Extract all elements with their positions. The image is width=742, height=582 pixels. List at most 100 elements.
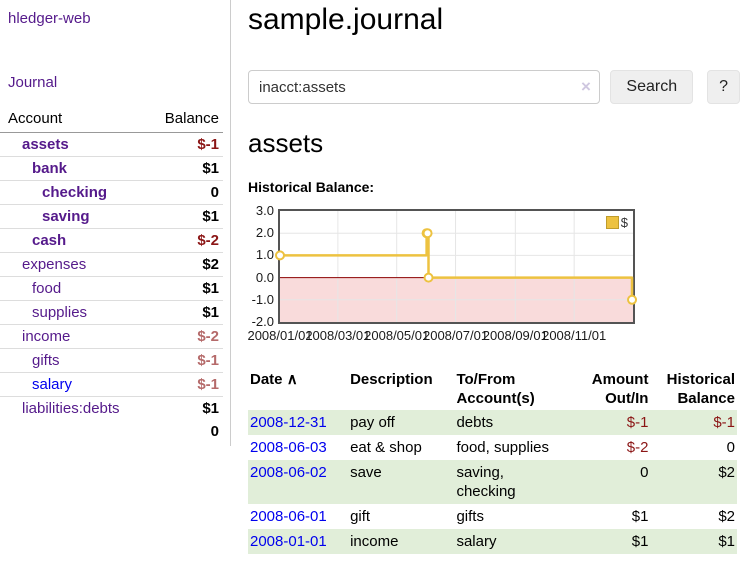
- clear-search-icon[interactable]: ×: [581, 77, 591, 96]
- sidebar-account-link[interactable]: income: [22, 328, 71, 345]
- register-header-accounts: To/From Account(s): [456, 371, 535, 407]
- help-button[interactable]: ?: [707, 70, 740, 104]
- register-header-amount: Amount Out/In: [591, 371, 649, 407]
- account-balance: $-2: [149, 228, 223, 253]
- accounts-header-balance: Balance: [149, 106, 223, 133]
- transaction-amount: 0: [640, 464, 649, 481]
- transaction-date-link[interactable]: 2008-01-01: [250, 533, 327, 550]
- transaction-description: income: [350, 533, 399, 550]
- sidebar-account-link[interactable]: gifts: [32, 352, 60, 369]
- account-balance: $2: [149, 252, 223, 277]
- sidebar-account-link[interactable]: cash: [32, 232, 67, 249]
- account-row: food $1: [0, 276, 223, 301]
- chart-plot-area: $: [275, 209, 638, 324]
- account-row: income $-2: [0, 324, 223, 349]
- account-balance: $-1: [149, 372, 223, 397]
- transaction-balance: $-1: [713, 414, 735, 431]
- account-row: bank $1: [0, 156, 223, 181]
- register-header-description: Description: [350, 371, 433, 388]
- account-page-title: assets: [248, 128, 324, 158]
- sidebar-account-link[interactable]: saving: [42, 208, 90, 225]
- sidebar-account-link[interactable]: salary: [32, 376, 73, 393]
- y-axis-tick-label: -1.0: [251, 291, 274, 307]
- chart-legend: $: [604, 215, 629, 230]
- y-axis-tick-label: 0.0: [255, 269, 274, 285]
- account-row: cash $-2: [0, 228, 223, 253]
- account-balance: $-1: [149, 348, 223, 373]
- transaction-date-link[interactable]: 2008-06-03: [250, 439, 327, 456]
- account-row: liabilities:debts $1: [0, 396, 223, 420]
- transaction-balance: 0: [726, 439, 735, 456]
- account-balance: $1: [149, 276, 223, 301]
- accounts-total-row: 0: [0, 420, 223, 443]
- register-row: 2008-06-03 eat & shop food, supplies $-2 0: [248, 435, 737, 460]
- x-axis-tick-label: 2008/09/01: [482, 328, 548, 343]
- page-title: sample.journal: [248, 3, 444, 36]
- register-row: 2008-06-01 gift gifts $1 $2: [248, 504, 737, 529]
- main-content: sample.journal × Search ? assets Histori…: [247, 0, 740, 554]
- account-balance: $-1: [197, 136, 219, 153]
- account-balance: $1: [149, 204, 223, 229]
- register-row: 2008-01-01 income salary $1 $1: [248, 529, 737, 554]
- accounts-header-account: Account: [0, 106, 150, 133]
- account-balance: $1: [149, 396, 223, 420]
- transaction-date-link[interactable]: 2008-06-01: [250, 508, 327, 525]
- x-axis-tick-label: 2008/03/01: [305, 328, 371, 343]
- transaction-description: save: [350, 464, 382, 481]
- legend-label: $: [620, 215, 628, 230]
- sidebar-account-link[interactable]: liabilities:debts: [22, 400, 120, 417]
- transaction-accounts: saving, checking: [456, 464, 516, 500]
- sidebar: hledger-web Journal Account Balance asse…: [0, 0, 231, 446]
- transaction-amount: $1: [631, 533, 649, 550]
- transaction-accounts: debts: [456, 414, 494, 431]
- transaction-date-link[interactable]: 2008-12-31: [250, 414, 327, 431]
- sidebar-account-link[interactable]: expenses: [22, 256, 87, 273]
- register-row: 2008-06-02 save saving, checking 0 $2: [248, 460, 737, 504]
- chart: $ 3.0 2.0 1.0 0.0 -1.0 -2.0 2008/01/01 2008/03/…: [247, 203, 668, 346]
- sort-by-date-link[interactable]: Date ∧: [250, 371, 298, 388]
- account-row: assets $-1: [0, 133, 223, 157]
- accounts-table: Account Balance assets $-1 bank $1 checking 0…: [0, 106, 223, 443]
- accounts-table-body: assets $-1 bank $1 checking 0 saving $1 cash $-2 e…: [0, 133, 223, 420]
- account-row: salary $-1: [0, 372, 223, 397]
- sidebar-account-link[interactable]: bank: [32, 160, 68, 177]
- account-row: checking 0: [0, 180, 223, 205]
- x-axis-tick-label: 2008/05/01: [364, 328, 430, 343]
- sort-ascending-icon: ∧: [286, 371, 298, 388]
- search-input[interactable]: [248, 70, 601, 104]
- sidebar-account-link[interactable]: checking: [42, 184, 108, 201]
- sidebar-account-link[interactable]: food: [32, 280, 62, 297]
- x-axis-tick-label: 2008/11/01: [542, 328, 607, 343]
- register-header-balance: Historical Balance: [666, 371, 735, 407]
- register-table: Date ∧ Description To/From Account(s) Am…: [248, 368, 737, 554]
- sidebar-account-link[interactable]: supplies: [32, 304, 88, 321]
- sidebar-item-journal[interactable]: Journal: [8, 74, 58, 91]
- account-balance: $-2: [149, 324, 223, 349]
- transaction-date-link[interactable]: 2008-06-02: [250, 464, 327, 481]
- account-row: gifts $-1: [0, 348, 223, 373]
- x-axis-tick-label: 2008/01/01: [247, 328, 313, 343]
- transaction-accounts: gifts: [456, 508, 484, 525]
- transaction-accounts: salary: [456, 533, 497, 550]
- account-row: expenses $2: [0, 252, 223, 277]
- sidebar-account-link[interactable]: assets: [22, 136, 69, 153]
- transaction-accounts: food, supplies: [456, 439, 550, 456]
- accounts-total-balance: 0: [210, 423, 219, 440]
- chart-canvas: [275, 211, 638, 322]
- transaction-amount: $-2: [626, 439, 649, 456]
- x-axis-tick-label: 2008/07/01: [422, 328, 489, 343]
- y-axis-tick-label: -2.0: [251, 314, 274, 329]
- account-balance: $1: [149, 156, 223, 181]
- register-row: 2008-12-31 pay off debts $-1 $-1: [248, 410, 737, 435]
- transaction-description: pay off: [350, 414, 395, 431]
- search-button[interactable]: Search: [610, 70, 694, 104]
- transaction-amount: $-1: [626, 414, 649, 431]
- account-balance: 0: [149, 180, 223, 205]
- search-bar: × Search ?: [248, 70, 740, 104]
- transaction-balance: $1: [718, 533, 735, 550]
- account-balance: $1: [149, 300, 223, 325]
- app-title-link[interactable]: hledger-web: [8, 10, 91, 27]
- account-row: saving $1: [0, 204, 223, 229]
- account-row: supplies $1: [0, 300, 223, 325]
- y-axis-tick-label: 3.0: [255, 203, 274, 218]
